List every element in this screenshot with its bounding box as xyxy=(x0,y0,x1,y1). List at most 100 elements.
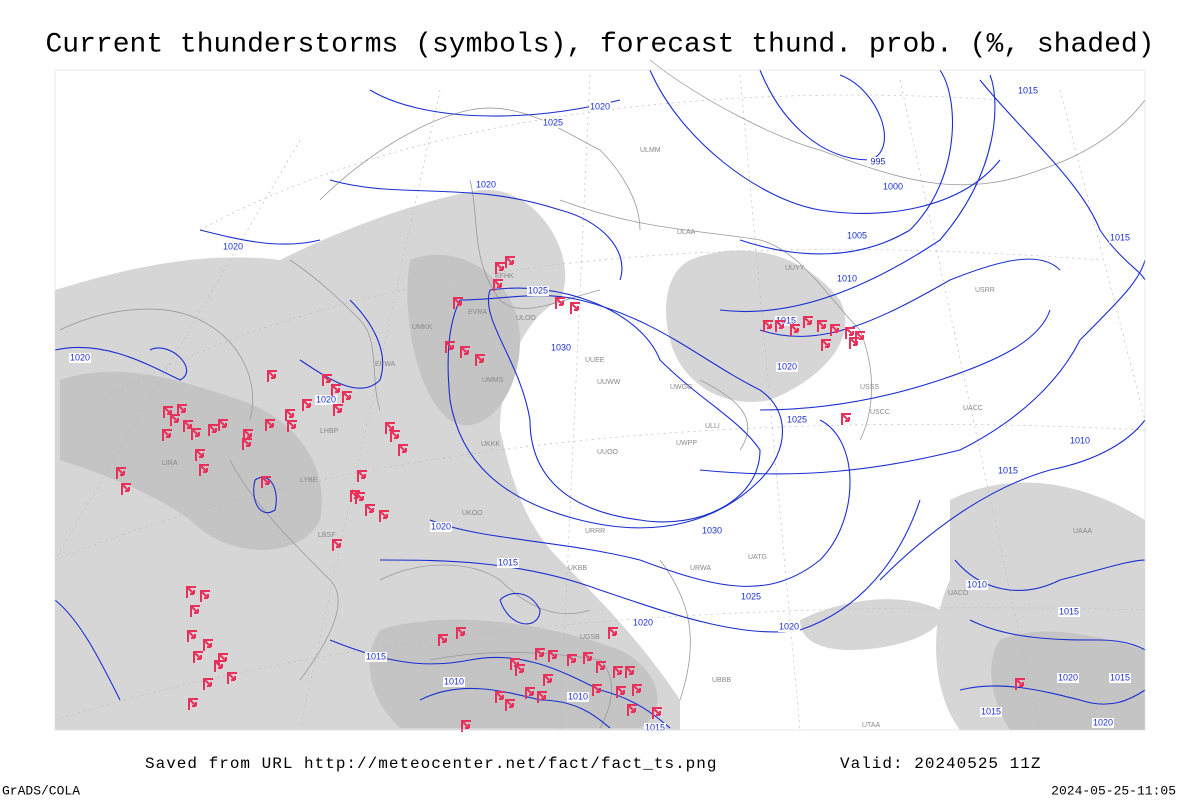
thunderstorm-symbol xyxy=(830,324,840,336)
thunderstorm-symbol xyxy=(625,666,635,678)
thunderstorm-symbol xyxy=(445,341,455,353)
isobar-label-bg xyxy=(1109,233,1131,243)
station-label: LHBP xyxy=(320,428,339,435)
station-label: EFHK xyxy=(495,273,514,280)
isobar-label: 1015 xyxy=(645,722,665,732)
station-label: UUEE xyxy=(585,357,605,364)
thunderstorm-symbol xyxy=(548,650,558,662)
thunderstorm-symbol xyxy=(170,414,180,426)
thunderstorm-symbol xyxy=(461,720,471,732)
thunderstorm-symbol xyxy=(385,422,395,434)
station-label: UKKK xyxy=(481,441,500,448)
station-label: USSS xyxy=(860,384,879,391)
isobar-label-bg xyxy=(836,274,858,284)
isobar-label-bg xyxy=(589,102,611,112)
isobar-label: 1015 xyxy=(498,557,518,567)
thunderstorm-symbol xyxy=(342,391,352,403)
station-label: URRR xyxy=(585,528,605,535)
thunderstorm-symbol xyxy=(592,684,602,696)
thunderstorm-symbol xyxy=(357,470,367,482)
thunderstorm-symbol xyxy=(365,504,375,516)
thunderstorm-symbol xyxy=(567,654,577,666)
station-labels: ULAA ULLI ULOO UMMS UMKK UKKK UUEE UUWW UUOO UWPP… xyxy=(162,147,1092,729)
station-label: UGSB xyxy=(580,634,600,641)
isobar-label-bg xyxy=(542,118,564,128)
isobar-label-bg xyxy=(497,558,519,568)
isobar-label-bg xyxy=(1109,673,1131,683)
isobar-label: 1020 xyxy=(476,179,496,189)
valid-time: Valid: 20240525 11Z xyxy=(840,755,1041,773)
thunderstorm-symbol xyxy=(162,429,172,441)
thunderstorm-symbol xyxy=(203,639,213,651)
thunderstorm-symbol xyxy=(199,464,209,476)
thunderstorm-symbol xyxy=(177,404,187,416)
thunderstorm-symbol xyxy=(453,297,463,309)
isobar-label-bg xyxy=(980,707,1002,717)
thunderstorm-symbol xyxy=(596,661,606,673)
station-label: LYBE xyxy=(300,477,318,484)
thunderstorm-symbol xyxy=(627,704,637,716)
isobar-label: 1010 xyxy=(1070,435,1090,445)
isobar-label-bg xyxy=(786,415,808,425)
thunderstorm-symbol xyxy=(242,438,252,450)
isobar-label-bg xyxy=(867,157,889,167)
isobar-label-bg xyxy=(775,316,797,326)
isobar-label-bg xyxy=(1092,718,1114,728)
isobar-label: 1020 xyxy=(1093,717,1113,727)
thunderstorm-symbol xyxy=(1015,678,1025,690)
thunderstorm-symbol xyxy=(821,339,831,351)
thunderstorm-symbol xyxy=(218,419,228,431)
thunderstorm-symbol xyxy=(183,420,193,432)
thunderstorm-symbol xyxy=(208,424,218,436)
isobar-label-bg xyxy=(550,343,572,353)
thunderstorm-symbol xyxy=(543,674,553,686)
thunderstorm-symbol xyxy=(243,429,253,441)
thunderstorm-symbol xyxy=(456,627,466,639)
thunderstorm-symbol xyxy=(817,320,827,332)
isobar-label-bg xyxy=(882,182,904,192)
isobar-label-bg xyxy=(443,677,465,687)
isobar-label: 995 xyxy=(870,156,885,166)
isobar-label-bg xyxy=(69,353,91,363)
thunderstorm-symbol xyxy=(163,406,173,418)
thunderstorm-symbol xyxy=(495,691,505,703)
thunderstorm-symbol xyxy=(331,384,341,396)
isobar-label: 1025 xyxy=(787,414,807,424)
isobar-label: 1015 xyxy=(1059,606,1079,616)
thunderstorm-symbol xyxy=(285,409,295,421)
station-label: EPWA xyxy=(375,361,396,368)
thunderstorm-symbol xyxy=(855,331,865,343)
thunderstorm-symbol xyxy=(265,419,275,431)
isobar-label: 1015 xyxy=(981,706,1001,716)
isobar-label-bg xyxy=(222,242,244,252)
source-url: Saved from URL http://meteocenter.net/fa… xyxy=(145,755,717,773)
thunderstorm-symbols xyxy=(116,256,1025,732)
isobar-label-bg xyxy=(778,622,800,632)
thunderstorm-symbol xyxy=(355,492,365,504)
thunderstorm-symbol xyxy=(613,666,623,678)
station-label: UKBB xyxy=(568,565,587,572)
station-label: URWA xyxy=(690,565,711,572)
station-label: USRR xyxy=(975,287,995,294)
thunderstorm-symbol xyxy=(790,324,800,336)
isobar-label-bg xyxy=(701,526,723,536)
thunderstorm-symbol xyxy=(200,590,210,602)
thunderstorm-symbol xyxy=(187,630,197,642)
thunderstorm-symbol xyxy=(505,256,515,268)
isobar-label: 1020 xyxy=(777,361,797,371)
isobar-label: 1020 xyxy=(590,101,610,111)
thunderstorm-symbol xyxy=(510,658,520,670)
station-label: UKOO xyxy=(462,510,483,517)
isobar-label: 1030 xyxy=(551,342,571,352)
isobar-label: 1030 xyxy=(702,525,722,535)
isobar-labels: 1020 1025 1020 1020 1020 1020 1025 1030 995 1000 1… xyxy=(69,85,1131,733)
isobar-label-bg xyxy=(315,395,337,405)
station-label: UMMS xyxy=(482,377,504,384)
station-label: UAAA xyxy=(1073,528,1092,535)
isobar-label: 1025 xyxy=(528,285,548,295)
isobar-label-bg xyxy=(1017,86,1039,96)
thunderstorm-symbol xyxy=(475,354,485,366)
thunderstorm-symbol xyxy=(570,302,580,314)
isobar-label: 1010 xyxy=(568,691,588,701)
